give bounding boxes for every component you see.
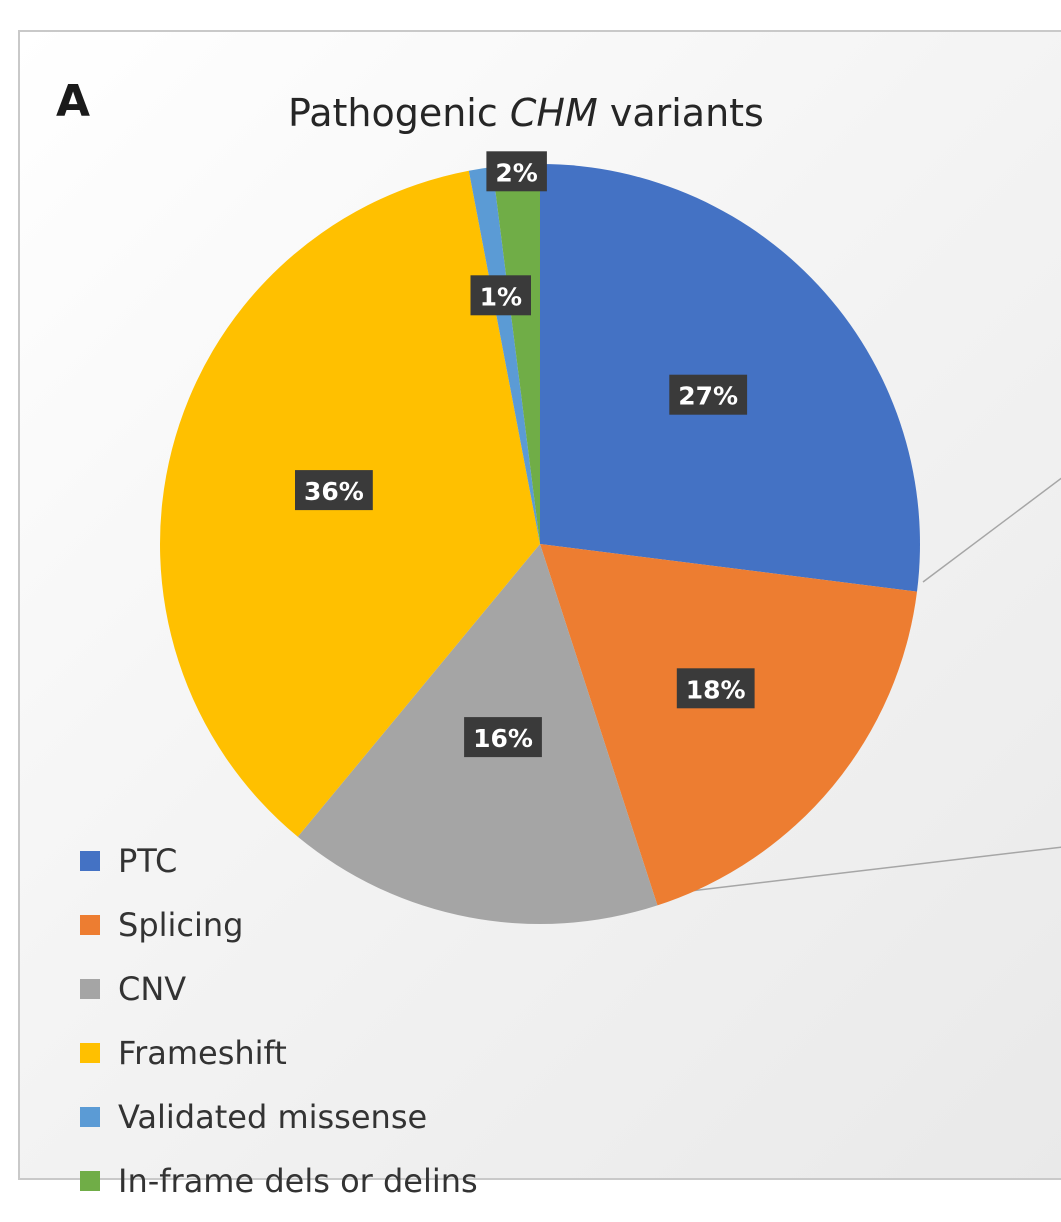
data-label-box-validated-missense: [470, 275, 531, 316]
chart-title-prefix: Pathogenic: [288, 91, 510, 135]
panel-letter: A: [56, 76, 91, 127]
pie-chart: 27% 18% 16% 36% 1% 2%: [159, 151, 1061, 925]
data-label-text-in-frame-dels-or-delins: 2%: [495, 158, 537, 187]
chart-title-suffix: variants: [597, 91, 764, 135]
legend-label: In-frame dels or delins: [118, 1162, 478, 1200]
legend-label: PTC: [118, 842, 178, 880]
data-label-ptc: 27%: [669, 374, 748, 415]
pie-slice-validated-missense: [468, 167, 540, 544]
data-label-cnv: 16%: [464, 717, 542, 758]
legend-label: Frameshift: [118, 1034, 287, 1072]
data-label-frameshift: 36%: [295, 470, 373, 511]
legend-swatch: [80, 915, 100, 935]
data-label-text-cnv: 16%: [473, 724, 533, 753]
legend-swatch: [80, 1171, 100, 1191]
data-label-box-ptc: [669, 374, 748, 415]
data-label-splicing: 18%: [676, 668, 755, 709]
connector-line-1: [922, 477, 1061, 583]
legend-label: CNV: [118, 970, 187, 1008]
chart-title: Pathogenic CHM variants: [288, 94, 764, 132]
data-label-in-frame-dels-or-delins: 2%: [486, 151, 547, 192]
pie-slice-in-frame-dels-or-delins: [492, 164, 540, 544]
legend-label: Splicing: [118, 906, 244, 944]
legend-swatch: [80, 979, 100, 999]
chart-panel: A Pathogenic CHM variants 27% 18% 16% 36% 1%…: [18, 30, 1061, 1200]
data-label-text-splicing: 18%: [686, 675, 746, 704]
data-label-text-frameshift: 36%: [304, 477, 364, 506]
data-label-box-splicing: [676, 668, 755, 709]
data-label-box-cnv: [464, 717, 542, 758]
legend-label: Validated missense: [118, 1098, 428, 1136]
legend-swatch: [80, 1107, 100, 1127]
data-label-box-frameshift: [295, 470, 373, 511]
legend-swatch: [80, 1043, 100, 1063]
connector-line-2: [664, 846, 1061, 895]
legend-swatch: [80, 851, 100, 871]
data-label-box-in-frame-dels-or-delins: [486, 151, 547, 192]
data-label-validated-missense: 1%: [470, 275, 531, 316]
pie-slice-splicing: [540, 544, 917, 906]
data-label-text-validated-missense: 1%: [480, 282, 522, 311]
data-label-text-ptc: 27%: [678, 382, 738, 411]
chart-title-gene: CHM: [509, 91, 598, 135]
